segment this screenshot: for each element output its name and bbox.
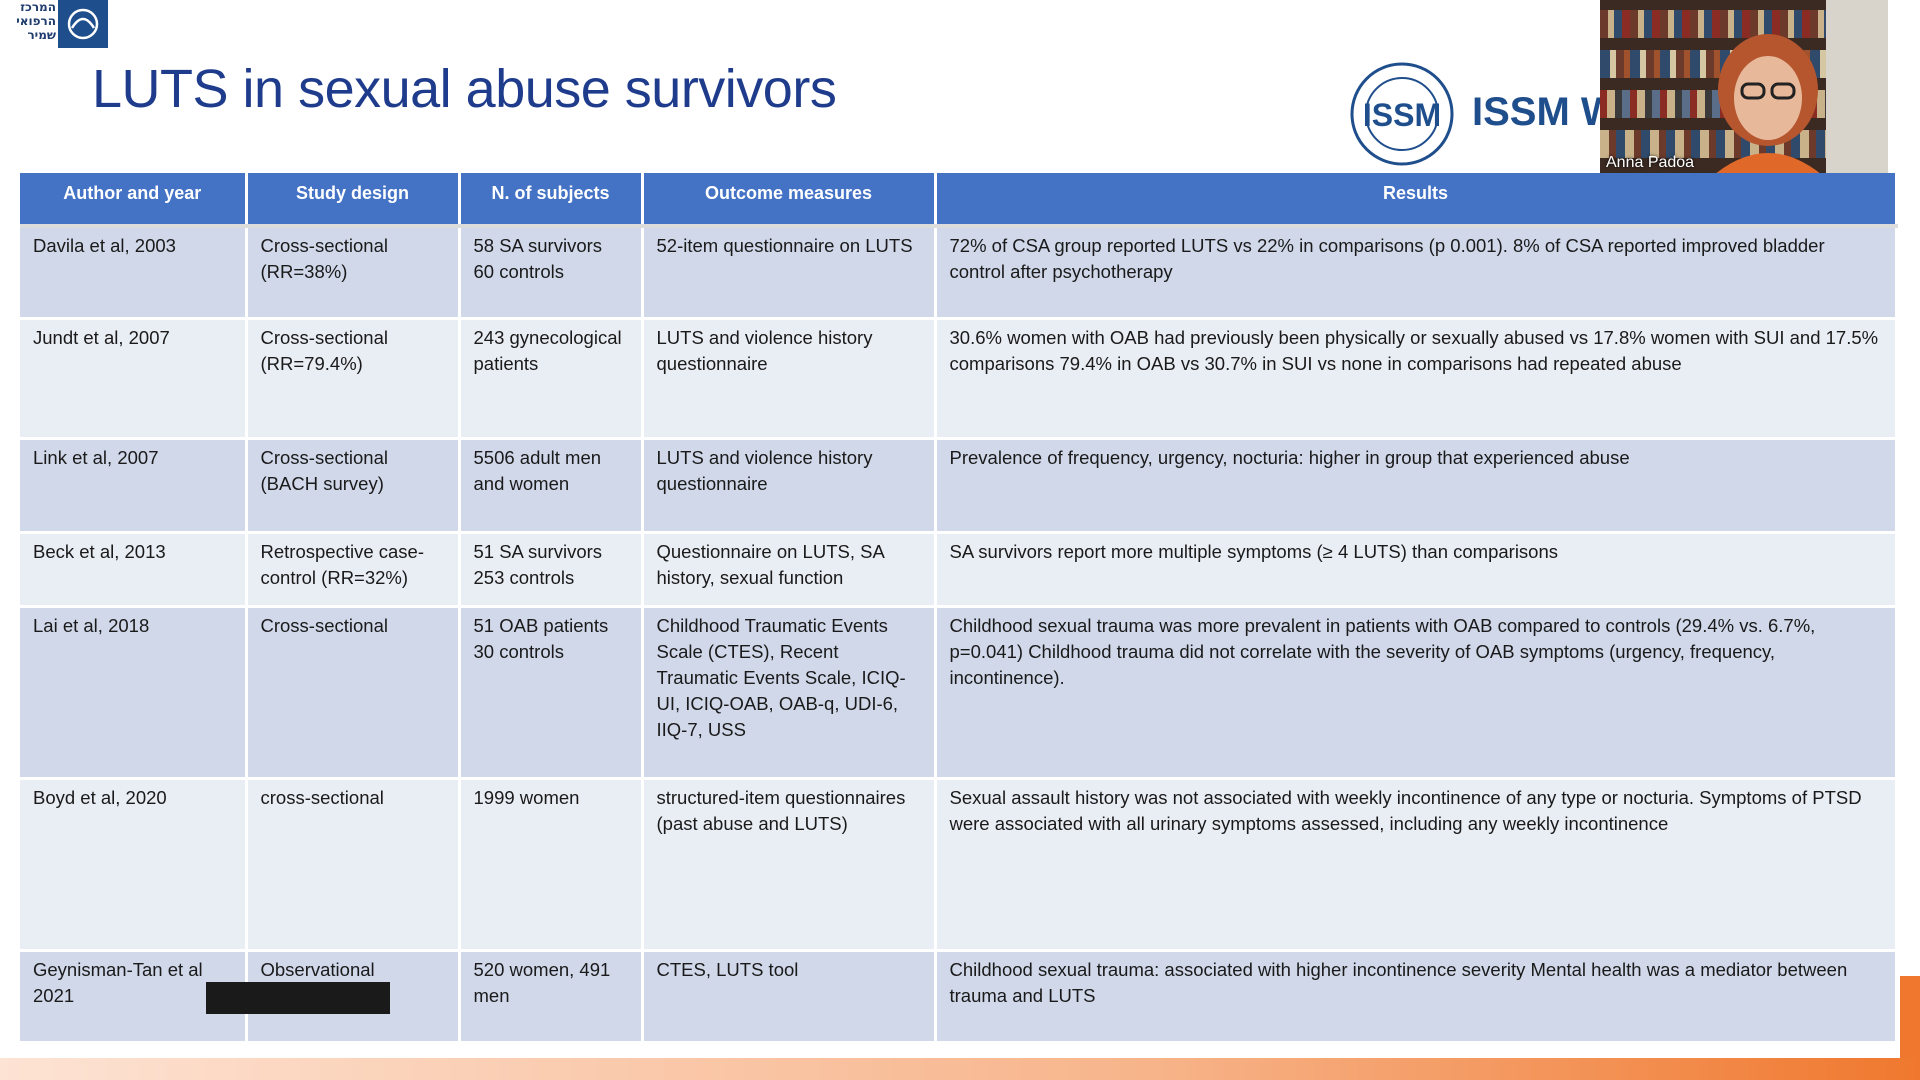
org-logo-emblem-icon (58, 0, 108, 48)
cell-design: Cross-sectional (BACH survey) (246, 438, 461, 534)
org-logo-text: המרכז הרפואי שמיר (16, 0, 56, 42)
cell-design: cross-sectional (246, 778, 461, 952)
cell-outcome: 52-item questionnaire on LUTS (642, 226, 937, 320)
cell-outcome: CTES, LUTS tool (642, 950, 937, 1044)
cell-design: Cross-sectional (RR=38%) (246, 226, 461, 320)
decorative-accent (1900, 976, 1920, 1058)
cell-author: Beck et al, 2013 (20, 532, 248, 608)
header-n-subjects: N. of subjects (459, 173, 644, 228)
svg-text:ISSM: ISSM (1363, 97, 1441, 133)
table-header-row: Author and year Study design N. of subje… (20, 173, 1898, 228)
cell-subjects: 1999 women (459, 778, 644, 952)
table-row: Geynisman-Tan et al 2021 Observational 5… (20, 950, 1898, 1044)
table-row: Davila et al, 2003 Cross-sectional (RR=3… (20, 226, 1898, 320)
cell-design: Retrospective case-control (RR=32%) (246, 532, 461, 608)
studies-table: Author and year Study design N. of subje… (20, 173, 1898, 1044)
cell-subjects: 243 gynecological patients (459, 318, 644, 440)
cell-subjects: 51 SA survivors 253 controls (459, 532, 644, 608)
cell-author: Geynisman-Tan et al 2021 (20, 950, 248, 1044)
cell-outcome: Questionnaire on LUTS, SA history, sexua… (642, 532, 937, 608)
cell-outcome: LUTS and violence history questionnaire (642, 318, 937, 440)
header-author-year: Author and year (20, 173, 248, 228)
cell-design: Cross-sectional (246, 606, 461, 780)
wall-background (1826, 0, 1888, 180)
cell-author: Davila et al, 2003 (20, 226, 248, 320)
cell-subjects: 5506 adult men and women (459, 438, 644, 534)
org-logo: המרכז הרפואי שמיר (0, 0, 108, 48)
cell-results: 72% of CSA group reported LUTS vs 22% in… (935, 226, 1898, 320)
table-row: Boyd et al, 2020 cross-sectional 1999 wo… (20, 778, 1898, 952)
cell-subjects: 58 SA survivors 60 controls (459, 226, 644, 320)
cell-results: Prevalence of frequency, urgency, noctur… (935, 438, 1898, 534)
header-results: Results (935, 173, 1898, 228)
redaction-overlay (206, 982, 390, 1014)
cell-outcome: structured-item questionnaires (past abu… (642, 778, 937, 952)
cell-outcome: Childhood Traumatic Events Scale (CTES),… (642, 606, 937, 780)
cell-author: Jundt et al, 2007 (20, 318, 248, 440)
cell-results: Childhood sexual trauma: associated with… (935, 950, 1898, 1044)
table-row: Lai et al, 2018 Cross-sectional 51 OAB p… (20, 606, 1898, 780)
table-row: Link et al, 2007 Cross-sectional (BACH s… (20, 438, 1898, 534)
issm-seal-icon: ISSM (1350, 60, 1454, 168)
society-name: ISSM W (1472, 90, 1600, 134)
cell-subjects: 520 women, 491 men (459, 950, 644, 1044)
cell-results: Sexual assault history was not associate… (935, 778, 1898, 952)
header-outcome-measures: Outcome measures (642, 173, 937, 228)
speaker-avatar (1708, 34, 1828, 180)
cell-author: Lai et al, 2018 (20, 606, 248, 780)
slide-footer-bar (0, 1058, 1920, 1080)
cell-outcome: LUTS and violence history questionnaire (642, 438, 937, 534)
cell-subjects: 51 OAB patients 30 controls (459, 606, 644, 780)
cell-author: Link et al, 2007 (20, 438, 248, 534)
cell-results: SA survivors report more multiple sympto… (935, 532, 1898, 608)
participant-name: Anna Padoa (1606, 154, 1695, 171)
cell-results: Childhood sexual trauma was more prevale… (935, 606, 1898, 780)
participant-video-tile[interactable]: Anna Padoa (1600, 0, 1888, 180)
header-study-design: Study design (246, 173, 461, 228)
table-row: Jundt et al, 2007 Cross-sectional (RR=79… (20, 318, 1898, 440)
table-row: Beck et al, 2013 Retrospective case-cont… (20, 532, 1898, 608)
slide-title: LUTS in sexual abuse survivors (92, 59, 837, 119)
cell-design: Cross-sectional (RR=79.4%) (246, 318, 461, 440)
cell-results: 30.6% women with OAB had previously been… (935, 318, 1898, 440)
cell-author: Boyd et al, 2020 (20, 778, 248, 952)
